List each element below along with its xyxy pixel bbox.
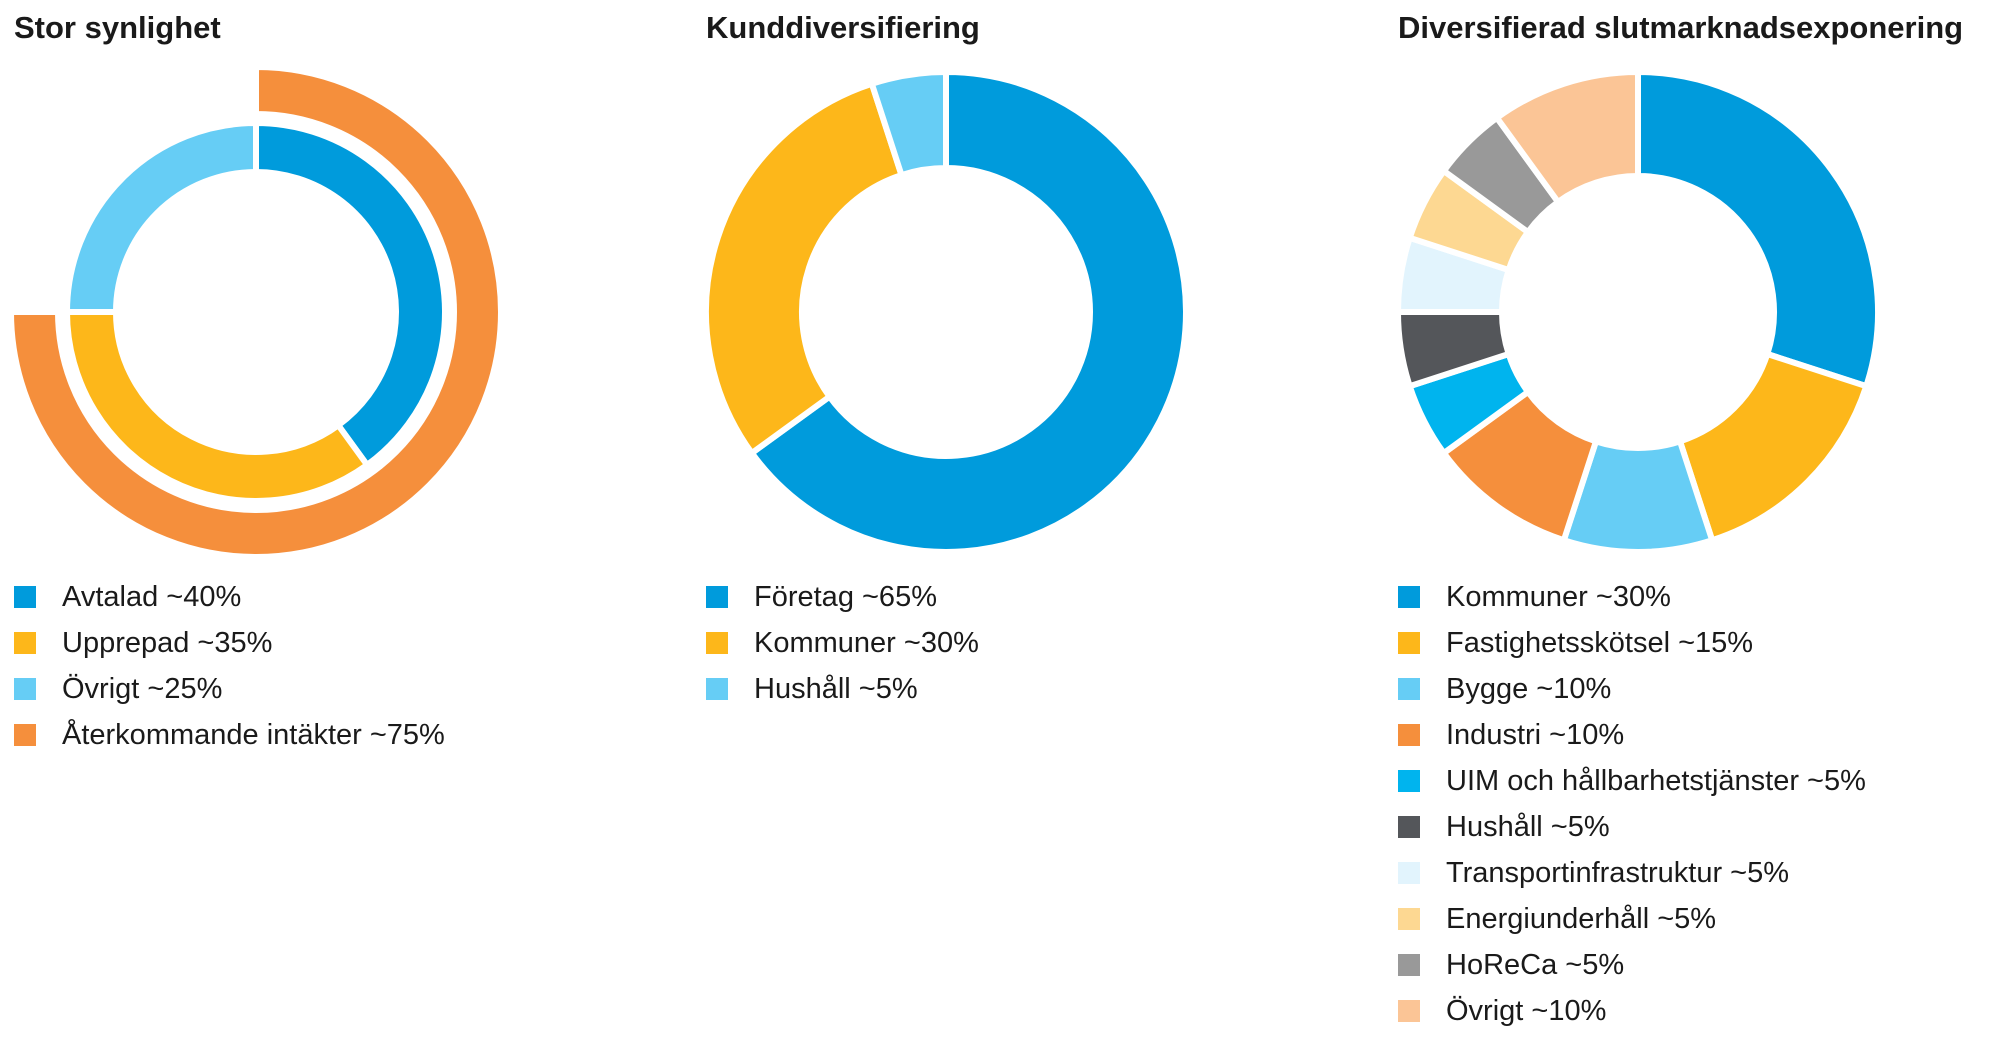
legend-item: Bygge ~10%	[1398, 666, 1866, 712]
legend-swatch	[1398, 862, 1420, 884]
legend-item: Industri ~10%	[1398, 712, 1866, 758]
legend-item: Övrigt ~25%	[14, 666, 445, 712]
legend-swatch	[14, 724, 36, 746]
chart-legend: Kommuner ~30% Fastighetsskötsel ~15% Bygge…	[1398, 574, 1866, 1034]
chart-legend: Företag ~65% Kommuner ~30% Hushåll ~5%	[706, 574, 979, 712]
legend-swatch	[1398, 770, 1420, 792]
pie-slice-upprepad	[63, 309, 372, 504]
donut-ring	[1394, 68, 1881, 555]
donut-chart	[703, 68, 1189, 555]
pie-slice-övrigt	[63, 119, 259, 315]
pie-slice-avtalad	[253, 119, 448, 470]
legend-item: Upprepad ~35%	[14, 620, 445, 666]
chart-title: Diversifierad slutmarknadsexponering	[1398, 10, 1964, 45]
legend-swatch	[1398, 954, 1420, 976]
legend-item: Återkommande intäkter ~75%	[14, 712, 445, 758]
legend-item: Transportinfrastruktur ~5%	[1398, 850, 1866, 896]
legend-label: Upprepad ~35%	[62, 627, 273, 659]
legend-swatch	[14, 586, 36, 608]
legend-item: Hushåll ~5%	[706, 666, 979, 712]
inner-ring	[63, 119, 448, 504]
legend-item: HoReCa ~5%	[1398, 942, 1866, 988]
legend-swatch	[1398, 816, 1420, 838]
legend-item: Företag ~65%	[706, 574, 979, 620]
pie-slice-hushåll	[868, 68, 949, 179]
legend-swatch	[706, 586, 728, 608]
chart-panel-kunddiversifiering: Kunddiversifiering Företag ~65% Kommuner …	[703, 0, 1266, 1040]
legend-swatch	[1398, 678, 1420, 700]
legend-label: Fastighetsskötsel ~15%	[1446, 627, 1754, 659]
legend-label: Kommuner ~30%	[1446, 581, 1671, 613]
chart-title: Stor synlighet	[14, 10, 221, 45]
legend-label: Företag ~65%	[754, 581, 937, 613]
donut-chart	[1394, 68, 1881, 555]
legend-item: UIM och hållbarhetstjänster ~5%	[1398, 758, 1866, 804]
legend-item: Hushåll ~5%	[1398, 804, 1866, 850]
pie-slice-företag	[747, 68, 1189, 555]
nested-donut-chart	[7, 63, 504, 560]
legend-swatch	[1398, 632, 1420, 654]
legend-label: Bygge ~10%	[1446, 673, 1612, 705]
legend-item: Kommuner ~30%	[706, 620, 979, 666]
chart-title: Kunddiversifiering	[706, 10, 980, 45]
donut-ring	[703, 68, 1189, 555]
legend-swatch	[706, 632, 728, 654]
legend-swatch	[14, 678, 36, 700]
legend-swatch	[14, 632, 36, 654]
legend-label: Avtalad ~40%	[62, 581, 242, 613]
pie-slice-fastighetsskötsel	[1676, 350, 1871, 545]
legend-item: Avtalad ~40%	[14, 574, 445, 620]
legend-swatch	[1398, 1000, 1420, 1022]
chart-panel-stor-synlighet: Stor synlighet Avtalad ~40% Upprepad ~35%…	[7, 0, 574, 1040]
legend-swatch	[1398, 908, 1420, 930]
legend-swatch	[1398, 586, 1420, 608]
legend-label: Kommuner ~30%	[754, 627, 979, 659]
legend-item: Övrigt ~10%	[1398, 988, 1866, 1034]
legend-item: Kommuner ~30%	[1398, 574, 1866, 620]
legend-label: UIM och hållbarhetstjänster ~5%	[1446, 765, 1866, 797]
pie-slice-återkommande-intäkter	[7, 63, 504, 560]
chart-panel-slutmarknadsexponering: Diversifierad slutmarknadsexponering Kom…	[1394, 0, 1978, 1040]
legend-item: Fastighetsskötsel ~15%	[1398, 620, 1866, 666]
legend-label: Återkommande intäkter ~75%	[62, 719, 445, 751]
legend-label: Industri ~10%	[1446, 719, 1625, 751]
pie-slice-kommuner	[703, 79, 906, 458]
legend-label: Transportinfrastruktur ~5%	[1446, 857, 1790, 889]
legend-label: Hushåll ~5%	[1446, 811, 1610, 843]
outer-ring	[7, 63, 504, 560]
legend-item: Energiunderhåll ~5%	[1398, 896, 1866, 942]
legend-label: Hushåll ~5%	[754, 673, 918, 705]
legend-label: HoReCa ~5%	[1446, 949, 1625, 981]
legend-label: Övrigt ~25%	[62, 673, 223, 705]
pie-slice-övrigt	[1492, 68, 1641, 207]
legend-swatch	[1398, 724, 1420, 746]
legend-swatch	[706, 678, 728, 700]
pie-slice-kommuner	[1635, 68, 1881, 390]
chart-legend: Avtalad ~40% Upprepad ~35% Övrigt ~25% Åter…	[14, 574, 445, 758]
legend-label: Energiunderhåll ~5%	[1446, 903, 1717, 935]
legend-label: Övrigt ~10%	[1446, 995, 1607, 1027]
